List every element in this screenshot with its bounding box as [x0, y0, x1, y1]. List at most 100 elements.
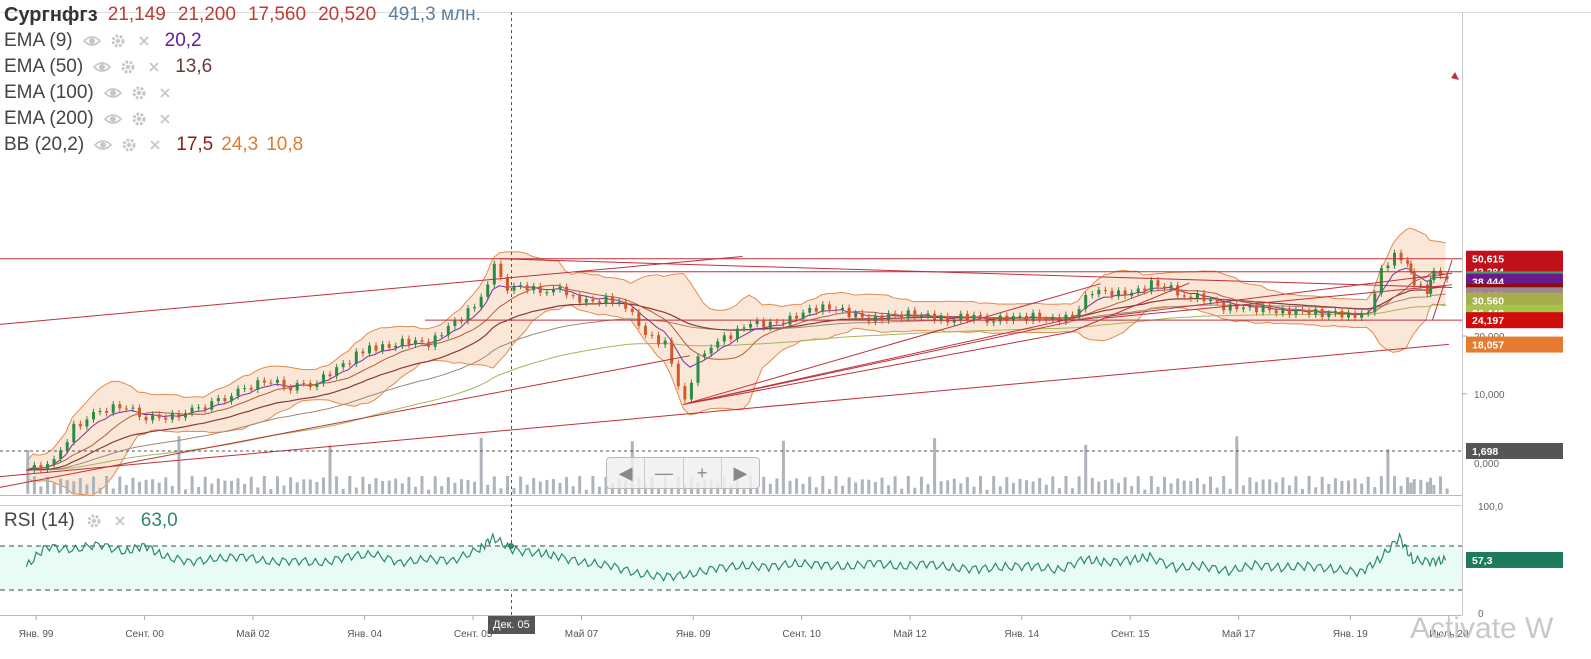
gear-icon[interactable] — [130, 110, 148, 128]
volume-bar — [210, 483, 214, 494]
rsi-badge-label: 57,3 — [1472, 555, 1493, 567]
close-icon[interactable] — [156, 110, 174, 128]
zoom-in-button[interactable]: + — [684, 458, 722, 488]
volume-bar — [1215, 487, 1219, 494]
volume-bar — [1235, 436, 1239, 494]
candle-body — [459, 320, 463, 322]
candle-body — [617, 301, 621, 303]
volume-bar — [92, 476, 95, 494]
volume-bar — [683, 485, 687, 494]
volume-bar — [262, 476, 266, 494]
close-icon[interactable] — [145, 58, 163, 76]
candle-body — [111, 404, 115, 413]
legend-bb: BB (20,2) 17,5 24,3 10,8 — [4, 132, 481, 158]
close-icon[interactable] — [111, 512, 129, 530]
candle-body — [525, 285, 529, 291]
candle-body — [85, 419, 89, 427]
candle-body — [289, 387, 293, 391]
candle-body — [210, 401, 214, 410]
candle-body — [1149, 280, 1153, 292]
volume-bar — [1202, 484, 1206, 494]
volume-bar — [1018, 478, 1022, 494]
candle-body — [578, 295, 582, 303]
candle-body — [808, 307, 812, 313]
volume-bar — [1038, 477, 1042, 494]
eye-icon[interactable] — [82, 32, 101, 50]
candle-body — [611, 296, 615, 303]
volume-bar — [190, 476, 194, 494]
volume-bar — [46, 477, 49, 494]
candle-body — [308, 383, 312, 388]
volume-bar — [762, 476, 766, 494]
eye-icon[interactable] — [93, 58, 112, 76]
candle-body — [275, 379, 279, 383]
candle-body — [144, 416, 148, 421]
volume-tick-label: 0,000 — [1474, 459, 1499, 470]
volume-bar — [453, 482, 457, 494]
gear-icon[interactable] — [109, 32, 127, 50]
bollinger-upper-line — [25, 227, 1446, 463]
volume-bar — [26, 450, 30, 494]
x-tick-label: Май 02 — [236, 629, 270, 640]
candle-body — [1209, 299, 1213, 302]
volume-bar — [1011, 482, 1015, 494]
candle-body — [519, 285, 523, 287]
scroll-right-button[interactable]: ▶ — [733, 462, 748, 483]
candle-body — [676, 363, 680, 387]
chart-legend: Сургнфгз 21,149 21,200 17,560 20,520 491… — [4, 4, 481, 158]
trend-line — [0, 343, 1449, 478]
candle-body — [1301, 310, 1305, 312]
candle-body — [335, 367, 339, 377]
zoom-out-button[interactable]: — — [645, 458, 684, 488]
price-badge — [1466, 292, 1563, 309]
candle-body — [709, 347, 713, 354]
gear-icon[interactable] — [119, 58, 137, 76]
x-tick-label: Июль 20 — [1429, 629, 1469, 640]
eye-icon[interactable] — [103, 84, 122, 102]
gear-icon[interactable] — [85, 512, 103, 530]
scroll-left-button[interactable]: ◀ — [607, 458, 646, 488]
volume-bar — [52, 483, 56, 494]
volume-bar — [466, 479, 470, 494]
volume-bar — [795, 478, 799, 494]
ticker-name: Сургнфгз — [4, 4, 98, 26]
volume-bar — [302, 479, 306, 494]
volume-bar — [584, 489, 588, 494]
candle-body — [906, 310, 910, 319]
eye-icon[interactable] — [94, 136, 113, 154]
candle-body — [1071, 314, 1075, 318]
volume-bar — [1130, 486, 1134, 494]
gear-icon[interactable] — [120, 136, 138, 154]
volume-bar — [1445, 488, 1449, 494]
volume-bar — [335, 476, 339, 494]
candle-body — [1360, 313, 1364, 318]
volume-bar — [952, 478, 956, 494]
close-icon[interactable] — [156, 84, 174, 102]
volume-bar — [473, 481, 477, 494]
volume-bar — [565, 477, 569, 494]
volume-bar — [1307, 476, 1311, 494]
candle-body — [814, 307, 818, 312]
candle-body — [597, 301, 601, 304]
candle-body — [1327, 313, 1331, 318]
candle-body — [183, 413, 187, 418]
candle-body — [32, 464, 36, 471]
close-icon[interactable] — [135, 32, 153, 50]
candle-body — [1353, 312, 1357, 318]
volume-bar — [551, 478, 555, 494]
x-tick-label: Сент. 10 — [782, 629, 821, 640]
close-icon[interactable] — [146, 136, 164, 154]
volume-bar — [781, 440, 785, 494]
candle-body — [992, 321, 996, 323]
candle-body — [1182, 295, 1186, 297]
candle-body — [45, 464, 49, 470]
volume-bar — [926, 484, 930, 494]
gear-icon[interactable] — [130, 84, 148, 102]
volume-bar — [1209, 476, 1212, 494]
eye-icon[interactable] — [103, 110, 122, 128]
candle-body — [1156, 280, 1160, 287]
candle-body — [689, 382, 693, 400]
legend-ema50: EMA (50) 13,6 — [4, 54, 481, 80]
volume-bar — [578, 476, 582, 494]
